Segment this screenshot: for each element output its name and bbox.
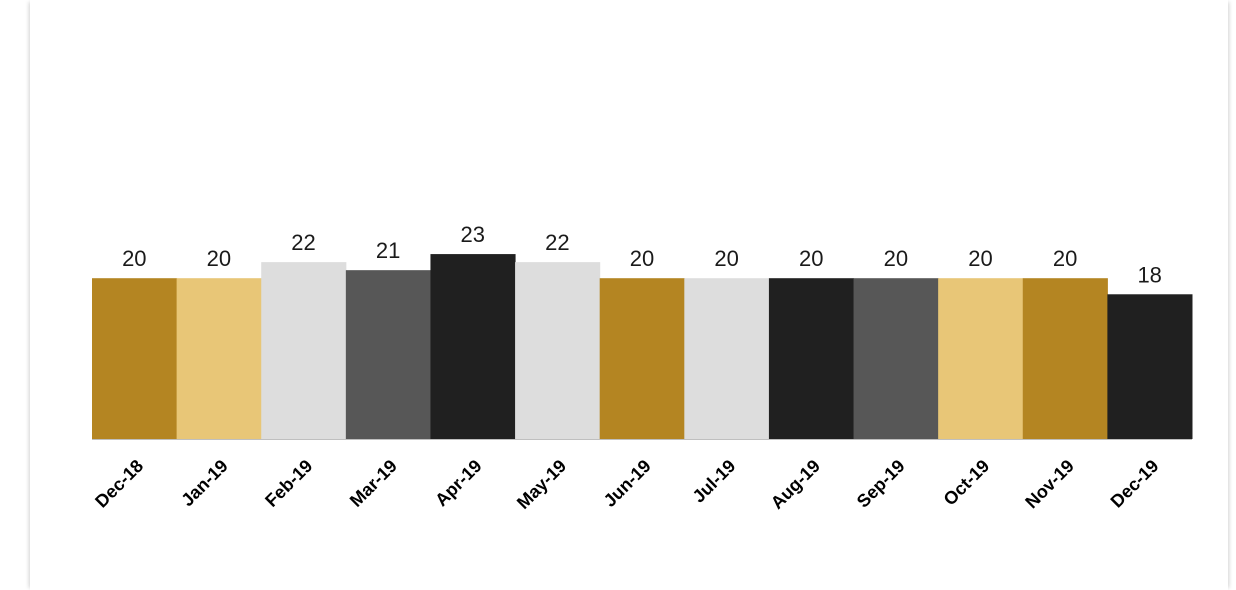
bar-may-19 bbox=[515, 262, 601, 439]
bar-jul-19 bbox=[684, 278, 770, 439]
bar-oct-19 bbox=[938, 278, 1024, 439]
x-tick-label-jan-19: Jan-19 bbox=[177, 456, 231, 510]
x-tick-label-mar-19: Mar-19 bbox=[346, 456, 401, 511]
data-label-feb-19: 22 bbox=[291, 230, 315, 255]
bar-jun-19 bbox=[599, 278, 685, 439]
x-tick-label-nov-19: Nov-19 bbox=[1021, 456, 1078, 513]
data-label-jul-19: 20 bbox=[714, 246, 738, 271]
bar-aug-19 bbox=[768, 278, 855, 439]
x-tick-label-jun-19: Jun-19 bbox=[600, 456, 655, 511]
bar-apr-19 bbox=[430, 254, 516, 439]
data-label-dec-19: 18 bbox=[1137, 262, 1161, 287]
bar-dec-19 bbox=[1107, 294, 1193, 439]
data-label-mar-19: 21 bbox=[376, 238, 400, 263]
bar-feb-19 bbox=[261, 262, 347, 439]
bar-mar-19 bbox=[345, 270, 431, 439]
x-tick-label-dec-19: Dec-19 bbox=[1107, 456, 1163, 512]
x-tick-label-may-19: May-19 bbox=[513, 456, 570, 513]
x-tick-label-aug-19: Aug-19 bbox=[767, 456, 824, 513]
x-tick-label-feb-19: Feb-19 bbox=[261, 456, 316, 511]
data-label-dec-18: 20 bbox=[122, 246, 146, 271]
bar-jan-19 bbox=[176, 278, 262, 439]
x-tick-label-dec-18: Dec-18 bbox=[91, 456, 147, 512]
x-tick-label-jul-19: Jul-19 bbox=[689, 456, 740, 507]
bar-sep-19 bbox=[853, 278, 939, 439]
data-label-jun-19: 20 bbox=[630, 246, 654, 271]
data-label-apr-19: 23 bbox=[461, 222, 485, 247]
x-tick-label-sep-19: Sep-19 bbox=[853, 456, 909, 512]
data-label-nov-19: 20 bbox=[1053, 246, 1077, 271]
data-label-may-19: 22 bbox=[545, 230, 569, 255]
data-label-jan-19: 20 bbox=[207, 246, 231, 271]
x-tick-label-oct-19: Oct-19 bbox=[940, 456, 994, 510]
bar-nov-19 bbox=[1022, 278, 1108, 439]
bar-dec-18 bbox=[92, 278, 178, 439]
data-label-sep-19: 20 bbox=[884, 246, 908, 271]
data-label-oct-19: 20 bbox=[968, 246, 992, 271]
data-label-aug-19: 20 bbox=[799, 246, 823, 271]
x-tick-label-apr-19: Apr-19 bbox=[431, 456, 485, 510]
